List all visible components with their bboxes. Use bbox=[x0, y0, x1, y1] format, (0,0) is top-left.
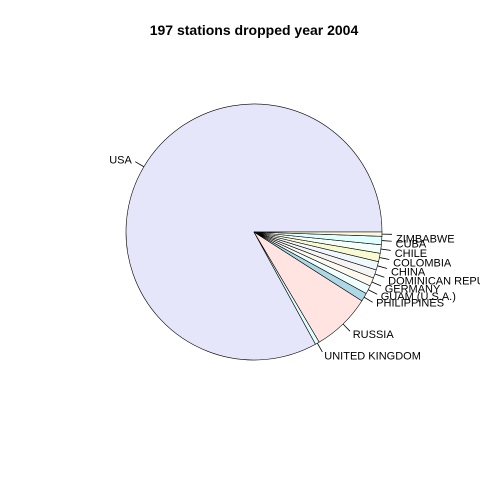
pie-leader-line bbox=[371, 281, 382, 287]
pie-leader-line bbox=[135, 161, 145, 168]
pie-label: COLOMBIA bbox=[393, 257, 452, 269]
pie-leader-line bbox=[380, 248, 391, 251]
pie-leader-line bbox=[379, 257, 390, 260]
chart-title: 197 stations dropped year 2004 bbox=[150, 22, 359, 38]
pie-leader-line bbox=[377, 265, 388, 269]
pie-label: PHILIPPINES bbox=[376, 297, 444, 309]
pie-leader-line bbox=[374, 273, 385, 278]
pie-leader-line bbox=[342, 323, 351, 332]
pie-label: GERMANY bbox=[385, 283, 441, 295]
pie-label: USA bbox=[109, 155, 132, 167]
pie-leader-line bbox=[363, 296, 373, 303]
pie-label: CUBA bbox=[396, 238, 427, 250]
pie-label: CHILE bbox=[395, 248, 427, 260]
pie-label: UNITED KINGDOM bbox=[324, 350, 421, 362]
pie-leader-line bbox=[381, 240, 392, 242]
pie-slices bbox=[125, 103, 383, 361]
pie-leader-line bbox=[368, 289, 378, 295]
pie-leader-line bbox=[317, 343, 323, 353]
pie-label: GUAM (U.S.A.) bbox=[381, 291, 456, 303]
pie-label: CHINA bbox=[391, 267, 426, 279]
pie-label: DOMINICAN REPUBLIC bbox=[388, 276, 480, 288]
pie-label: RUSSIA bbox=[353, 329, 395, 341]
pie-label: ZIMBABWE bbox=[396, 233, 455, 245]
